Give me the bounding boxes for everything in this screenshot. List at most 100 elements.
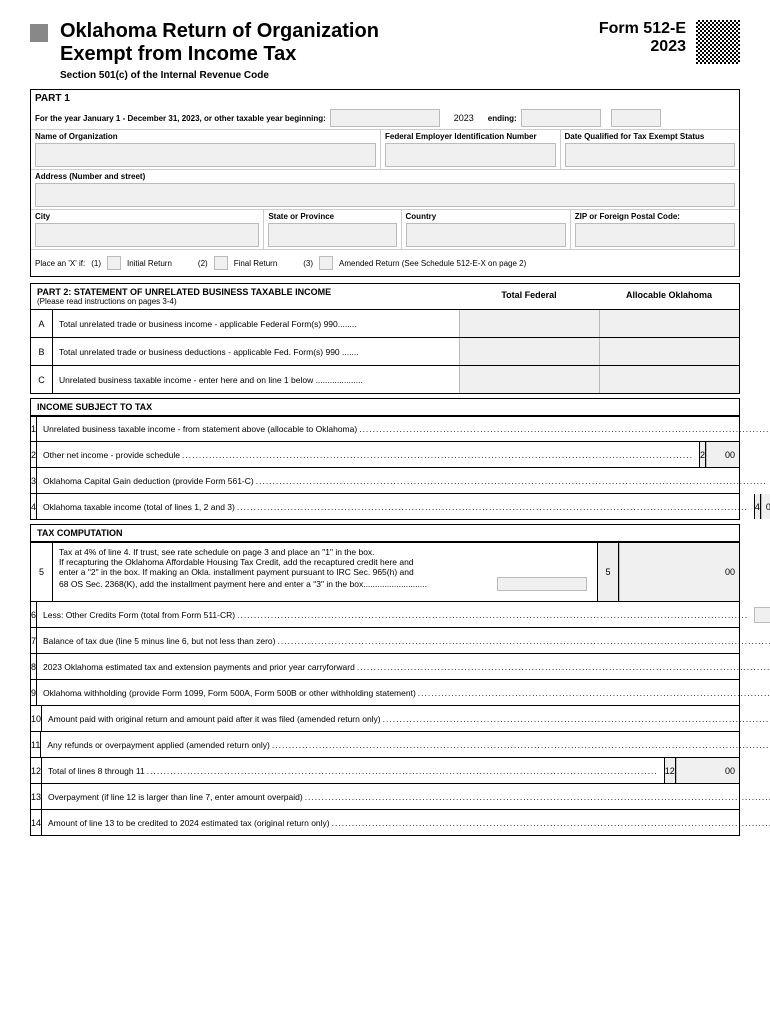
subtitle: Section 501(c) of the Internal Revenue C… [60, 70, 599, 81]
year-val: 2023 [444, 113, 484, 123]
city-input[interactable] [35, 223, 259, 247]
line-5-amount[interactable]: 00 [619, 543, 739, 601]
line-text: Oklahoma withholding (provide Form 1099,… [37, 680, 770, 705]
line6-extra-input[interactable] [754, 607, 770, 623]
part1-label: PART 1 [31, 90, 739, 107]
address-input[interactable] [35, 183, 735, 207]
place-x-label: Place an 'X' if: [35, 259, 85, 268]
header-marker [30, 24, 48, 42]
line-num-r: 12 [664, 758, 676, 783]
line-text: Oklahoma taxable income (total of lines … [37, 494, 754, 519]
part2-col1: Total Federal [459, 284, 599, 309]
final-return-checkbox[interactable] [214, 256, 228, 270]
part2-oklahoma-input[interactable] [599, 338, 739, 365]
city-cell: City [31, 210, 263, 249]
part2-text: Total unrelated trade or business deduct… [53, 338, 459, 365]
part2-rows: ATotal unrelated trade or business incom… [30, 310, 740, 394]
line-num: 10 [31, 706, 42, 731]
line-text: 2023 Oklahoma estimated tax and extensio… [37, 654, 770, 679]
part2-title-block: PART 2: STATEMENT OF UNRELATED BUSINESS … [31, 284, 459, 309]
line-text: Amount of line 13 to be credited to 2024… [42, 810, 770, 835]
year-line-text: For the year January 1 - December 31, 20… [35, 114, 326, 123]
form-id: Form 512-E [599, 20, 686, 38]
tax-line-10: 10Amount paid with original return and a… [30, 706, 740, 732]
part2-row-A: ATotal unrelated trade or business incom… [30, 310, 740, 338]
income-line-4: 4Oklahoma taxable income (total of lines… [30, 494, 740, 520]
end-year-input[interactable] [611, 109, 661, 127]
line5-code-input[interactable] [497, 577, 587, 591]
zip-input[interactable] [575, 223, 735, 247]
form-id-block: Form 512-E 2023 [599, 20, 696, 56]
opt2-label: Final Return [234, 259, 278, 268]
line5-t2: If recapturing the Oklahoma Affordable H… [59, 557, 591, 567]
part2-federal-input[interactable] [459, 366, 599, 393]
main-title-2: Exempt from Income Tax [60, 43, 599, 66]
line5-t1: Tax at 4% of line 4. If trust, see rate … [59, 547, 591, 557]
tax-header: TAX COMPUTATION [30, 524, 740, 542]
country-input[interactable] [406, 223, 566, 247]
line-12-amount[interactable]: 00 [676, 758, 739, 783]
date-qual-label: Date Qualified for Tax Exempt Status [565, 132, 736, 141]
begin-date-input[interactable] [330, 109, 440, 127]
fein-input[interactable] [385, 143, 556, 167]
tax-line-9: 9Oklahoma withholding (provide Form 1099… [30, 680, 740, 706]
line-text: Any refunds or overpayment applied (amen… [41, 732, 770, 757]
date-qual-input[interactable] [565, 143, 736, 167]
org-name-cell: Name of Organization [31, 130, 380, 169]
part2-title: PART 2: STATEMENT OF UNRELATED BUSINESS … [37, 287, 453, 297]
title-block: Oklahoma Return of Organization Exempt f… [60, 20, 599, 81]
income-line-1: 1Unrelated business taxable income - fro… [30, 416, 740, 442]
line5-t3: enter a "2" in the box. If making an Okl… [59, 567, 591, 577]
opt3-num: (3) [303, 259, 313, 268]
part2-letter: A [31, 310, 53, 337]
checkbox-row: Place an 'X' if: (1) Initial Return (2) … [31, 249, 739, 276]
line-5: 5 Tax at 4% of line 4. If trust, see rat… [30, 542, 740, 602]
tax-line-12: 12Total of lines 8 through 111200 [30, 758, 740, 784]
form-header: Oklahoma Return of Organization Exempt f… [30, 20, 740, 81]
tax-line-14: 14Amount of line 13 to be credited to 20… [30, 810, 740, 836]
line-text: Amount paid with original return and amo… [42, 706, 770, 731]
zip-label: ZIP or Foreign Postal Code: [575, 212, 735, 221]
line-num-r: 4 [754, 494, 761, 519]
ending-label: ending: [488, 114, 517, 123]
line5-t4: 68 OS Sec. 2368(K), add the installment … [59, 579, 363, 589]
tax-line-8: 82023 Oklahoma estimated tax and extensi… [30, 654, 740, 680]
line-text: Total of lines 8 through 11 [42, 758, 664, 783]
line-num: 11 [31, 732, 41, 757]
country-cell: Country [401, 210, 570, 249]
line-text: Less: Other Credits Form (total from For… [37, 602, 770, 627]
tax-lines: 6Less: Other Credits Form (total from Fo… [30, 602, 740, 836]
opt2-num: (2) [198, 259, 208, 268]
line-num: 14 [31, 810, 42, 835]
end-date-input[interactable] [521, 109, 601, 127]
amended-return-checkbox[interactable] [319, 256, 333, 270]
initial-return-checkbox[interactable] [107, 256, 121, 270]
part1-box: PART 1 For the year January 1 - December… [30, 89, 740, 277]
part2-sub: (Please read instructions on pages 3-4) [37, 297, 453, 306]
city-label: City [35, 212, 259, 221]
part2-oklahoma-input[interactable] [599, 310, 739, 337]
part2-col2: Allocable Oklahoma [599, 284, 739, 309]
line-num-r: 2 [699, 442, 706, 467]
form-year: 2023 [599, 38, 686, 56]
tax-line-13: 13Overpayment (if line 12 is larger than… [30, 784, 740, 810]
opt1-num: (1) [91, 259, 101, 268]
part2-federal-input[interactable] [459, 310, 599, 337]
zip-cell: ZIP or Foreign Postal Code: [570, 210, 739, 249]
part2-oklahoma-input[interactable] [599, 366, 739, 393]
state-input[interactable] [268, 223, 396, 247]
line-2-amount[interactable]: 00 [706, 442, 739, 467]
tax-line-11: 11Any refunds or overpayment applied (am… [30, 732, 740, 758]
country-label: Country [406, 212, 566, 221]
line5-t4-row: 68 OS Sec. 2368(K), add the installment … [59, 577, 591, 591]
line-text: Balance of tax due (line 5 minus line 6,… [37, 628, 770, 653]
income-line-3: 3Oklahoma Capital Gain deduction (provid… [30, 468, 740, 494]
part2-row-B: BTotal unrelated trade or business deduc… [30, 338, 740, 366]
part2-federal-input[interactable] [459, 338, 599, 365]
city-row: City State or Province Country ZIP or Fo… [31, 209, 739, 249]
org-name-input[interactable] [35, 143, 376, 167]
year-row: For the year January 1 - December 31, 20… [31, 107, 739, 129]
line-4-amount[interactable]: 00 [761, 494, 770, 519]
main-title-1: Oklahoma Return of Organization [60, 20, 599, 43]
line-5-num-r: 5 [597, 543, 619, 601]
